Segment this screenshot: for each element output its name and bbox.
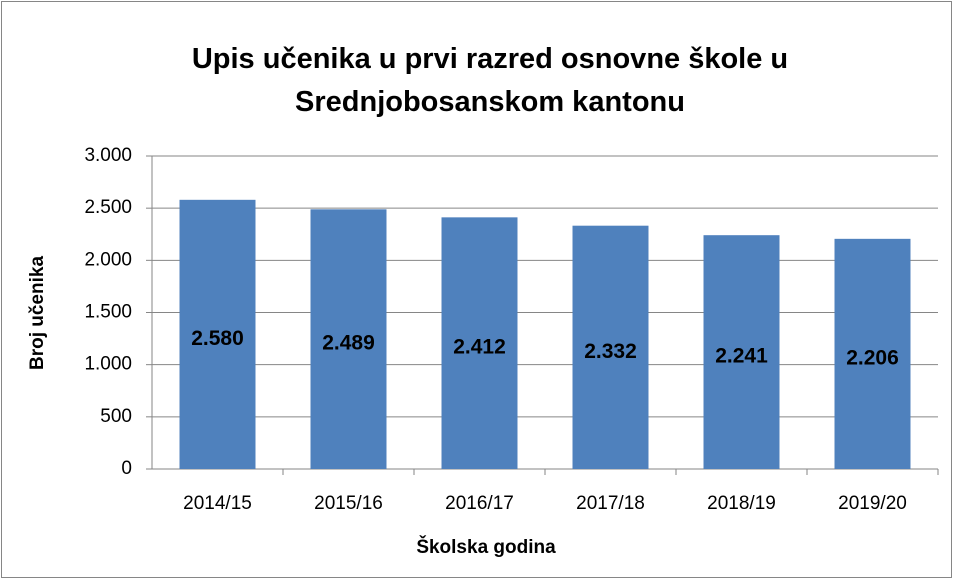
value-label: 2.412 <box>453 336 506 359</box>
x-tick-label: 2018/19 <box>707 493 776 514</box>
y-tick-label: 1.000 <box>84 354 132 375</box>
value-label: 2.580 <box>191 327 244 350</box>
value-label: 2.489 <box>322 332 375 355</box>
bar <box>703 235 780 469</box>
y-tick-label: 1.500 <box>84 302 132 323</box>
chart-title: Upis učenika u prvi razred osnovne škole… <box>191 43 789 118</box>
x-tick-label: 2014/15 <box>183 493 252 514</box>
y-tick-label: 500 <box>100 406 132 427</box>
x-axis-title: Školska godina <box>416 536 556 558</box>
bar <box>441 217 518 469</box>
x-tick-label: 2017/18 <box>576 493 645 514</box>
value-label: 2.206 <box>846 346 899 369</box>
y-tick-label: 2.000 <box>84 249 132 270</box>
y-axis-title: Broj učenika <box>27 256 48 370</box>
y-tick-label: 0 <box>121 458 132 479</box>
bar <box>834 238 911 469</box>
value-label: 2.332 <box>584 340 637 363</box>
x-tick-label: 2019/20 <box>838 493 907 514</box>
value-label: 2.241 <box>715 345 768 368</box>
bar <box>310 209 387 469</box>
x-tick-label: 2016/17 <box>445 493 514 514</box>
bar <box>179 199 256 469</box>
y-tick-label: 3.000 <box>84 145 132 166</box>
bar <box>572 225 649 469</box>
x-tick-label: 2015/16 <box>314 493 383 514</box>
y-tick-label: 2.500 <box>84 197 132 218</box>
